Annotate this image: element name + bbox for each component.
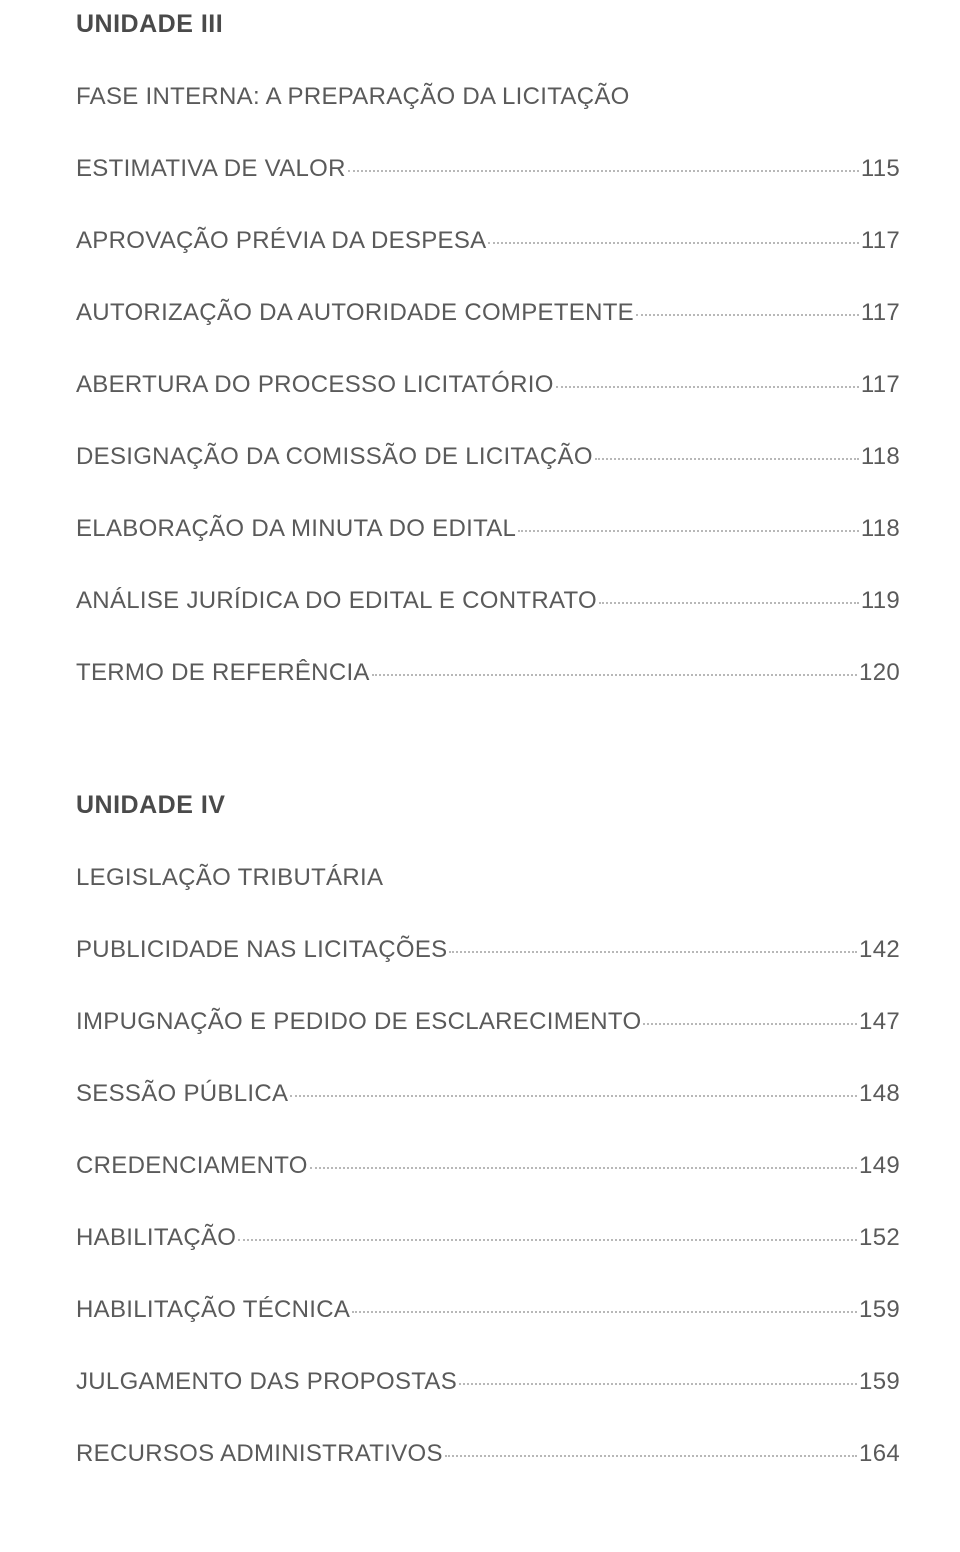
toc-row: ESTIMATIVA DE VALOR 115	[76, 155, 900, 183]
toc-page-number: 118	[861, 443, 900, 471]
toc-row: ANÁLISE JURÍDICA DO EDITAL E CONTRATO 11…	[76, 587, 900, 615]
toc-page-number: 115	[861, 155, 900, 183]
toc-label: IMPUGNAÇÃO E PEDIDO DE ESCLARECIMENTO	[76, 1008, 641, 1036]
toc-dots	[445, 1455, 857, 1457]
toc-row: HABILITAÇÃO TÉCNICA 159	[76, 1296, 900, 1324]
toc-row: PUBLICIDADE NAS LICITAÇÕES 142	[76, 936, 900, 964]
toc-page-number: 152	[859, 1224, 900, 1252]
toc-page-number: 119	[861, 587, 900, 615]
toc-row: APROVAÇÃO PRÉVIA DA DESPESA 117	[76, 227, 900, 255]
toc-label: HABILITAÇÃO	[76, 1224, 236, 1252]
unit4-heading: UNIDADE IV	[76, 791, 900, 820]
toc-dots	[352, 1311, 857, 1313]
toc-dots	[488, 242, 858, 244]
toc-label: RECURSOS ADMINISTRATIVOS	[76, 1440, 443, 1468]
toc-label: TERMO DE REFERÊNCIA	[76, 659, 370, 687]
section-gap	[76, 731, 900, 791]
toc-dots	[310, 1167, 857, 1169]
toc-dots	[449, 951, 857, 953]
toc-dots	[290, 1095, 857, 1097]
toc-page-number: 120	[859, 659, 900, 687]
toc-dots	[348, 170, 859, 172]
toc-page-number: 117	[861, 371, 900, 399]
toc-page-number: 148	[859, 1080, 900, 1108]
toc-dots	[372, 674, 857, 676]
toc-row: IMPUGNAÇÃO E PEDIDO DE ESCLARECIMENTO 14…	[76, 1008, 900, 1036]
unit3-subtitle: FASE INTERNA: A PREPARAÇÃO DA LICITAÇÃO	[76, 83, 900, 111]
toc-page-number: 118	[861, 515, 900, 543]
toc-dots	[556, 386, 859, 388]
toc-label: ESTIMATIVA DE VALOR	[76, 155, 346, 183]
toc-row: ELABORAÇÃO DA MINUTA DO EDITAL 118	[76, 515, 900, 543]
toc-label: DESIGNAÇÃO DA COMISSÃO DE LICITAÇÃO	[76, 443, 593, 471]
toc-label: AUTORIZAÇÃO DA AUTORIDADE COMPETENTE	[76, 299, 634, 327]
toc-page: UNIDADE III FASE INTERNA: A PREPARAÇÃO D…	[0, 0, 960, 1552]
toc-row: ABERTURA DO PROCESSO LICITATÓRIO 117	[76, 371, 900, 399]
toc-dots	[459, 1383, 857, 1385]
toc-dots	[238, 1239, 857, 1241]
toc-row: HABILITAÇÃO 152	[76, 1224, 900, 1252]
toc-row: JULGAMENTO DAS PROPOSTAS 159	[76, 1368, 900, 1396]
toc-label: HABILITAÇÃO TÉCNICA	[76, 1296, 350, 1324]
toc-page-number: 164	[859, 1440, 900, 1468]
toc-label: SESSÃO PÚBLICA	[76, 1080, 288, 1108]
toc-page-number: 159	[859, 1368, 900, 1396]
toc-row: TERMO DE REFERÊNCIA 120	[76, 659, 900, 687]
toc-row: RECURSOS ADMINISTRATIVOS 164	[76, 1440, 900, 1468]
toc-dots	[599, 602, 859, 604]
toc-label: APROVAÇÃO PRÉVIA DA DESPESA	[76, 227, 486, 255]
toc-label: ANÁLISE JURÍDICA DO EDITAL E CONTRATO	[76, 587, 597, 615]
unit3-heading: UNIDADE III	[76, 10, 900, 39]
toc-page-number: 159	[859, 1296, 900, 1324]
toc-label: CREDENCIAMENTO	[76, 1152, 308, 1180]
toc-label: JULGAMENTO DAS PROPOSTAS	[76, 1368, 457, 1396]
toc-row: SESSÃO PÚBLICA 148	[76, 1080, 900, 1108]
toc-label: ELABORAÇÃO DA MINUTA DO EDITAL	[76, 515, 516, 543]
toc-dots	[636, 314, 859, 316]
toc-page-number: 142	[859, 936, 900, 964]
toc-label: PUBLICIDADE NAS LICITAÇÕES	[76, 936, 447, 964]
toc-page-number: 149	[859, 1152, 900, 1180]
toc-dots	[518, 530, 859, 532]
toc-row: AUTORIZAÇÃO DA AUTORIDADE COMPETENTE 117	[76, 299, 900, 327]
toc-dots	[595, 458, 859, 460]
toc-label: ABERTURA DO PROCESSO LICITATÓRIO	[76, 371, 554, 399]
toc-page-number: 117	[861, 299, 900, 327]
toc-dots	[643, 1023, 857, 1025]
unit4-subtitle: LEGISLAÇÃO TRIBUTÁRIA	[76, 864, 900, 892]
toc-row: CREDENCIAMENTO 149	[76, 1152, 900, 1180]
toc-page-number: 117	[861, 227, 900, 255]
toc-page-number: 147	[859, 1008, 900, 1036]
toc-row: DESIGNAÇÃO DA COMISSÃO DE LICITAÇÃO 118	[76, 443, 900, 471]
